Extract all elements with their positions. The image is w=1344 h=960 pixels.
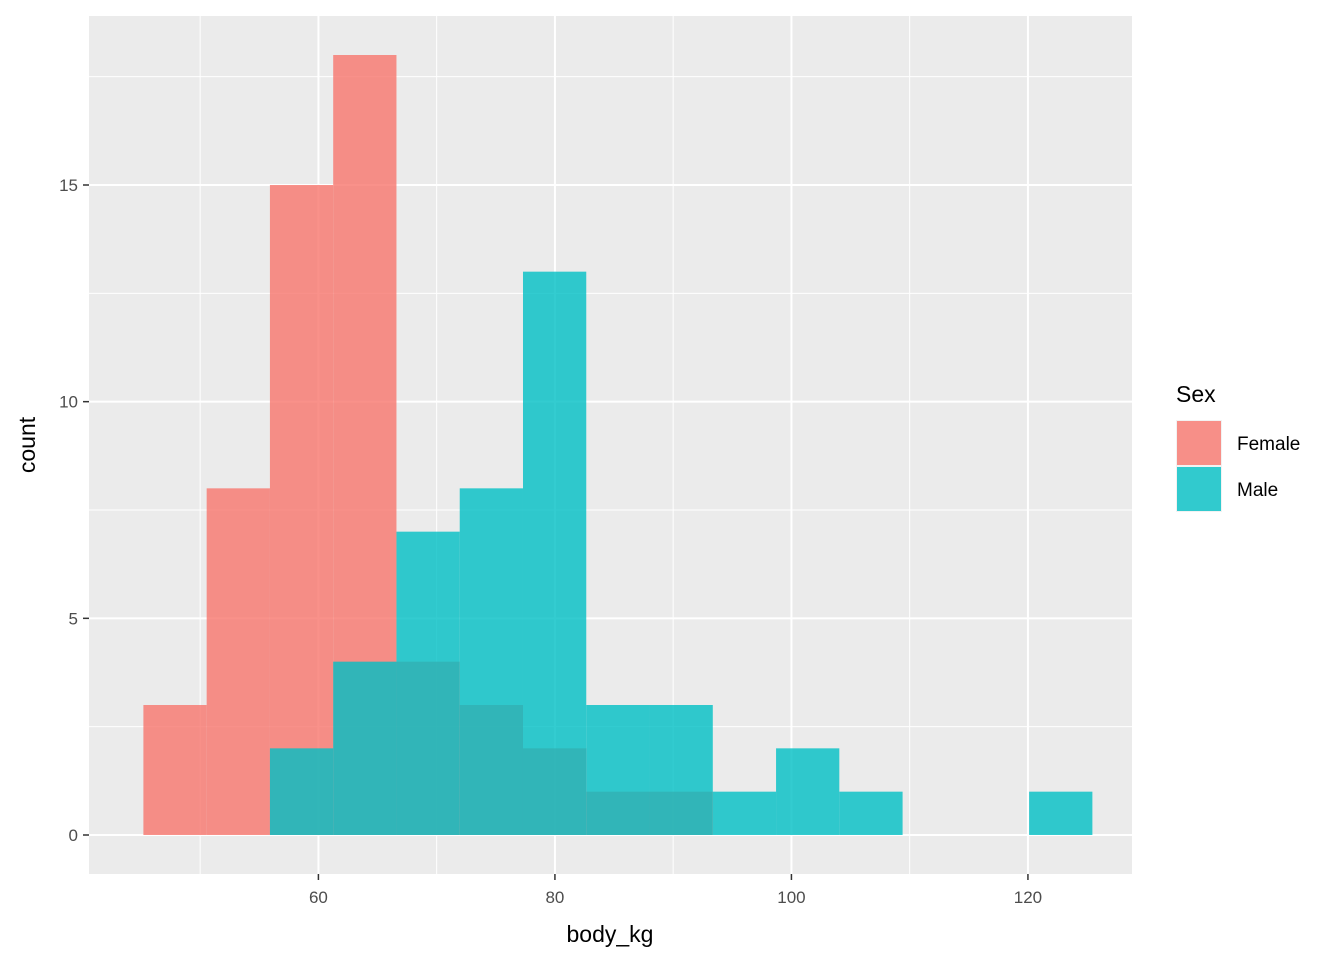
x-tick-label: 60	[309, 888, 328, 907]
y-tick-label: 0	[69, 826, 78, 845]
y-tick-label: 15	[59, 176, 78, 195]
legend: Sex Female Male	[1176, 381, 1300, 512]
x-axis-title: body_kg	[567, 921, 654, 947]
bar-male	[586, 705, 650, 835]
legend-swatch-female	[1177, 421, 1221, 465]
legend-title: Sex	[1176, 381, 1216, 407]
series-male	[269, 271, 1093, 836]
minor-gridlines	[89, 16, 1132, 874]
legend-label-female: Female	[1237, 434, 1300, 455]
x-axis: 60 80 100 120	[309, 874, 1042, 907]
x-tick-label: 100	[777, 888, 805, 907]
bar-male	[776, 748, 840, 835]
bar-male	[269, 748, 334, 835]
bar-male	[396, 531, 460, 835]
legend-label-male: Male	[1237, 480, 1278, 501]
bar-female	[143, 705, 207, 835]
bar-male	[1029, 791, 1093, 835]
bar-male	[712, 791, 777, 835]
y-axis-title: count	[14, 416, 40, 473]
y-tick-label: 5	[69, 609, 78, 628]
bar-male	[839, 791, 903, 835]
x-tick-label: 80	[545, 888, 564, 907]
bar-female	[206, 488, 270, 835]
bar-male	[459, 488, 523, 835]
legend-swatch-male	[1177, 467, 1221, 511]
y-axis: 0 5 10 15	[59, 176, 89, 845]
histogram-bars	[143, 55, 1093, 836]
x-tick-label: 120	[1014, 888, 1042, 907]
bar-male	[333, 661, 397, 835]
bar-female	[269, 185, 334, 835]
bar-male	[522, 271, 587, 836]
bar-male	[649, 705, 713, 835]
y-tick-label: 10	[59, 393, 78, 412]
